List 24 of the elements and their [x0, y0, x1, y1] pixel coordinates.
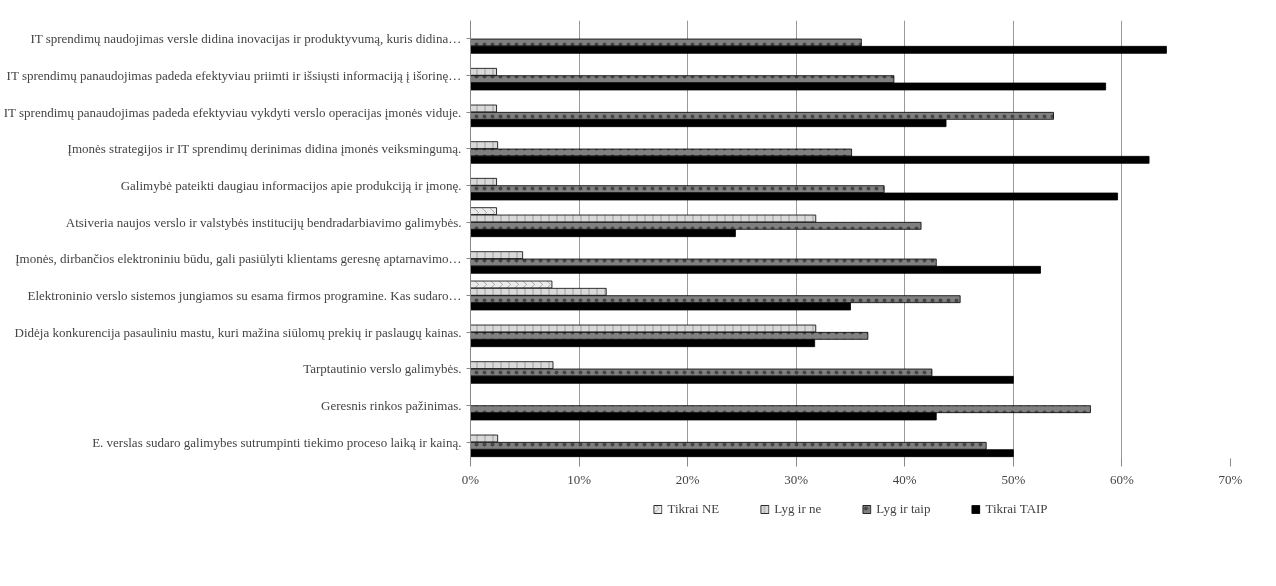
legend-label: Lyg ir ne: [774, 501, 822, 517]
x-tick-label: 60%: [1110, 471, 1135, 487]
x-tick-label: 70%: [1218, 471, 1243, 487]
y-tick-label: Galimybė pateikti daugiau informacijos apie produkciją ir įmonę.: [120, 178, 462, 193]
y-tick-label: Didėja konkurencija pasauliniu mastu, kuri mažina siūlomų prekių ir paslaugų kainas.: [14, 324, 462, 340]
x-tick-label: 20%: [675, 471, 700, 487]
x-tick-label: 30%: [784, 471, 809, 487]
y-tick-label: E. verslas sudaro galimybes sutrumpinti tiekimo proceso laiką ir kainą.: [92, 434, 462, 450]
x-tick-label: 10%: [567, 471, 592, 487]
y-tick-label: Įmonės, dirbančios elektroniniu būdu, gali pasiūlyti klientams geresnę aptarnavimo…: [15, 251, 462, 267]
y-tick-label: IT sprendimų panaudojimas padeda efektyviau priimti ir išsiųsti informaciją į išorinę…: [6, 68, 462, 83]
x-tick-label: 50%: [1001, 471, 1026, 487]
y-tick-label: Tarptautinio verslo galimybės.: [303, 361, 462, 377]
legend-label: Tikrai TAIP: [985, 501, 1048, 517]
x-tick-label: 0%: [461, 471, 480, 487]
y-tick-label: Atsiveria naujos verslo ir valstybės institucijų bendradarbiavimo galimybės.: [65, 214, 462, 230]
y-tick-label: Įmonės strategijos ir IT sprendimų derinimas didina įmonės veiksmingumą.: [67, 141, 462, 157]
y-tick-label: IT sprendimų panaudojimas padeda efektyviau vykdyti verslo operacijas įmonės viduje.: [3, 104, 462, 120]
x-tick-label: 40%: [892, 471, 917, 487]
legend-label: Tikrai NE: [667, 501, 720, 517]
legend-label: Lyg ir taip: [876, 501, 931, 517]
y-tick-label: IT sprendimų naudojimas versle didina inovacijas ir produktyvumą, kuris didina…: [30, 31, 462, 47]
y-tick-label: Elektroninio verslo sistemos jungiamos su esama firmos programine. Kas sudaro…: [27, 288, 462, 303]
y-tick-label: Geresnis rinkos pažinimas.: [321, 398, 462, 413]
